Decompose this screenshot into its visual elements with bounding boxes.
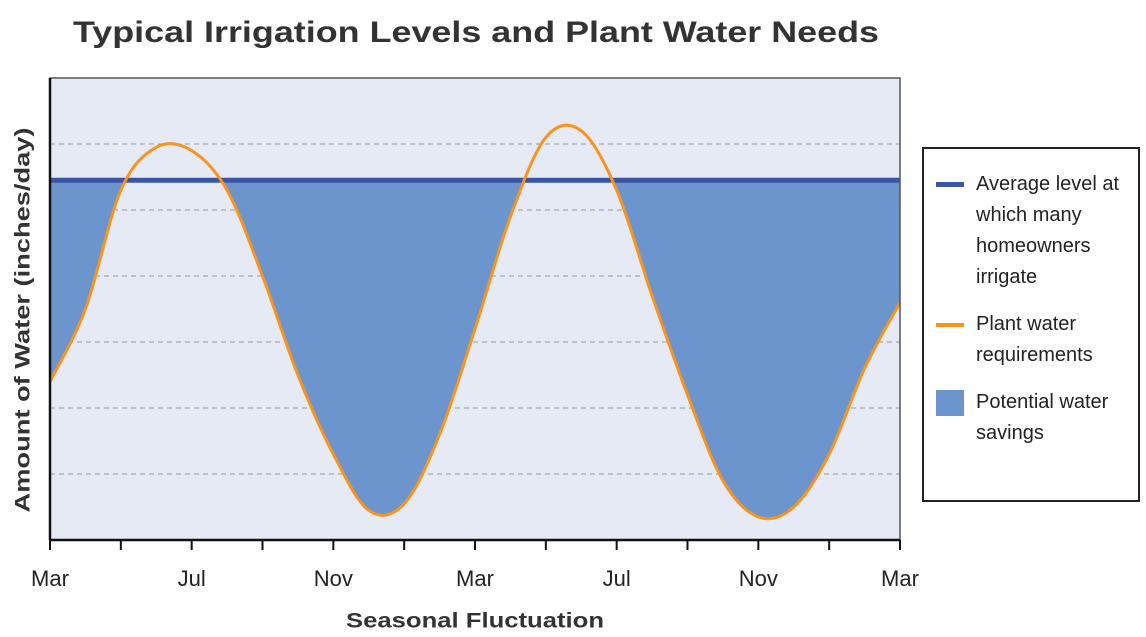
legend-label: Average level at which many homeowners i… — [976, 173, 1120, 288]
x-tick-label: Nov — [314, 566, 353, 591]
legend-swatch — [936, 390, 964, 416]
legend-entry: Average level at which many homeowners i… — [936, 169, 1130, 293]
chart-title: Typical Irrigation Levels and Plant Wate… — [73, 16, 879, 49]
legend-label: Potential water savings — [976, 391, 1109, 444]
legend-swatch — [936, 323, 964, 327]
x-tick-label: Jul — [178, 566, 206, 591]
x-axis-title: Seasonal Fluctuation — [346, 610, 604, 633]
plant-line — [48, 123, 902, 521]
x-tick-label: Mar — [456, 566, 494, 591]
x-tick-label: Jul — [603, 566, 631, 591]
x-tick-label: Mar — [31, 566, 69, 591]
legend-label: Plant water requirements — [976, 313, 1093, 366]
x-tick-label: Mar — [881, 566, 919, 591]
legend: Average level at which many homeowners i… — [922, 147, 1140, 502]
legend-swatch — [936, 182, 964, 187]
y-axis-title: Amount of Water (inches/day) — [12, 128, 35, 513]
legend-entry: Potential water savings — [936, 387, 1130, 449]
savings-area — [50, 180, 900, 519]
x-tick-label: Nov — [739, 566, 778, 591]
legend-entry: Plant water requirements — [936, 309, 1130, 371]
